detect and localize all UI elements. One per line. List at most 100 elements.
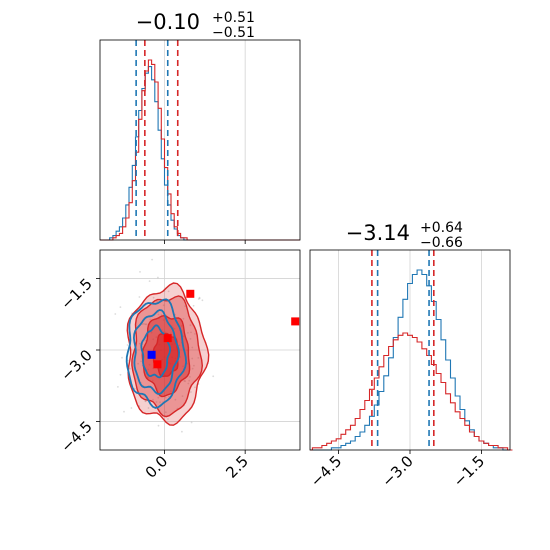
scatter-sample-point: [162, 304, 165, 307]
bottom-right-series-1-histogram: [310, 332, 513, 451]
scatter-sample-point: [198, 297, 201, 300]
scatter-sample-point: [155, 401, 158, 403]
panel-top-left-ticks: [164, 240, 246, 244]
scatter-sample-point: [145, 323, 148, 326]
scatter-sample-point: [188, 379, 191, 382]
scatter-sample-point: [181, 430, 183, 433]
scatter-sample-point: [184, 380, 187, 383]
bottom-left-xtick-label-1: 2.5: [222, 452, 252, 482]
panel-bottom-right-histogram: −4.5 −3.0 −1.5 −3.14 +0.64 −0.66: [307, 220, 513, 491]
scatter-sample-point: [192, 304, 195, 307]
top-left-title-upper-error: +0.51: [212, 10, 255, 26]
scatter-sample-point: [191, 367, 194, 370]
scatter-sample-point: [157, 313, 160, 316]
scatter-sample-point: [121, 356, 123, 359]
panel-bottom-left-contours: [125, 282, 210, 426]
scatter-sample-point: [143, 323, 145, 325]
scatter-sample-point: [197, 357, 200, 359]
scatter-sample-point: [201, 299, 204, 302]
panel-top-left-histogram: −0.10 +0.51 −0.51: [99, 10, 301, 244]
scatter-sample-point: [119, 373, 122, 376]
scatter-sample-point: [183, 379, 186, 382]
scatter-sample-point: [190, 421, 193, 424]
scatter-sample-point: [152, 398, 154, 401]
scatter-sample-point: [189, 376, 191, 378]
scatter-sample-point: [167, 290, 170, 293]
scatter-sample-point: [147, 407, 150, 409]
scatter-sample-point: [127, 359, 129, 362]
series-a-contour-line-0: [140, 324, 172, 379]
scatter-sample-point: [148, 280, 151, 282]
scatter-sample-point: [174, 398, 177, 401]
panel-bottom-left-contour: 0.0 2.5 −1.5 −3.0 −4.5: [57, 249, 301, 482]
scatter-sample-point: [184, 305, 187, 307]
scatter-sample-point: [187, 382, 190, 385]
scatter-sample-point: [133, 387, 136, 390]
marker-point-0: [186, 289, 195, 298]
scatter-sample-point: [168, 395, 170, 398]
scatter-sample-point: [193, 364, 195, 367]
scatter-sample-point: [138, 342, 141, 345]
scatter-sample-point: [181, 395, 184, 397]
scatter-sample-point: [190, 391, 192, 393]
scatter-sample-point: [144, 400, 147, 403]
scatter-sample-point: [189, 338, 192, 340]
scatter-sample-point: [182, 317, 185, 320]
series-a-contour-line-2: [125, 298, 188, 409]
marker-point-4: [147, 350, 156, 359]
marker-point-3: [153, 360, 162, 369]
scatter-sample-point: [157, 396, 160, 399]
bottom-right-xtick-label-2: −1.5: [450, 452, 488, 490]
bottom-left-xtick-label-0: 0.0: [142, 452, 172, 482]
panel-bottom-right-series: [310, 269, 513, 451]
series-b-contour-line-3: [126, 282, 210, 426]
panel-bottom-right-ticks: −4.5 −3.0 −1.5: [307, 450, 488, 491]
scatter-sample-point: [159, 401, 161, 404]
scatter-sample-point: [157, 276, 159, 279]
scatter-sample-point: [152, 296, 155, 299]
scatter-sample-point: [191, 357, 194, 360]
scatter-sample-point: [187, 332, 189, 334]
scatter-sample-point: [190, 331, 192, 334]
bottom-right-title-upper-error: +0.64: [420, 220, 463, 236]
scatter-sample-point: [144, 323, 147, 326]
scatter-sample-point: [191, 346, 194, 349]
scatter-sample-point: [144, 400, 147, 402]
panel-bottom-right-frame: [309, 249, 511, 451]
panel-bottom-left-points: [147, 289, 300, 369]
bottom-right-title-lower-error: −0.66: [420, 235, 463, 251]
top-left-series-0-histogram: [100, 66, 300, 241]
scatter-sample-point: [138, 296, 141, 298]
scatter-sample-point: [151, 258, 154, 261]
panel-bottom-left-frame: [99, 249, 301, 451]
scatter-sample-point: [194, 333, 196, 335]
scatter-sample-point: [156, 300, 159, 303]
bottom-right-xtick-label-1: −3.0: [378, 452, 416, 490]
top-left-series-1-histogram: [100, 59, 300, 241]
scatter-sample-point: [130, 407, 133, 409]
scatter-sample-point: [197, 298, 200, 300]
scatter-sample-point: [157, 424, 160, 427]
scatter-sample-point: [140, 360, 143, 363]
top-left-title-value: −0.10: [136, 10, 200, 34]
scatter-sample-point: [119, 306, 122, 308]
scatter-sample-point: [117, 386, 119, 388]
scatter-sample-point: [114, 313, 117, 315]
scatter-sample-point: [167, 418, 169, 420]
panel-top-left-frame: [99, 39, 301, 241]
bottom-right-xtick-label-0: −4.5: [307, 452, 345, 490]
scatter-sample-point: [123, 410, 125, 413]
marker-point-2: [163, 334, 172, 343]
scatter-sample-point: [194, 386, 196, 389]
scatter-sample-point: [189, 324, 192, 327]
panel-bottom-right-quantiles: [371, 250, 435, 450]
bottom-left-ytick-label-1: −3.0: [57, 346, 95, 384]
top-left-title-lower-error: −0.51: [212, 25, 255, 41]
series-a-contour-line-1: [132, 309, 181, 395]
bottom-left-ytick-label-2: −4.5: [57, 418, 95, 456]
bottom-right-title-value: −3.14: [346, 221, 410, 245]
scatter-sample-point: [139, 271, 141, 273]
series-b-contour-line-2: [131, 295, 204, 418]
scatter-sample-point: [137, 362, 140, 365]
